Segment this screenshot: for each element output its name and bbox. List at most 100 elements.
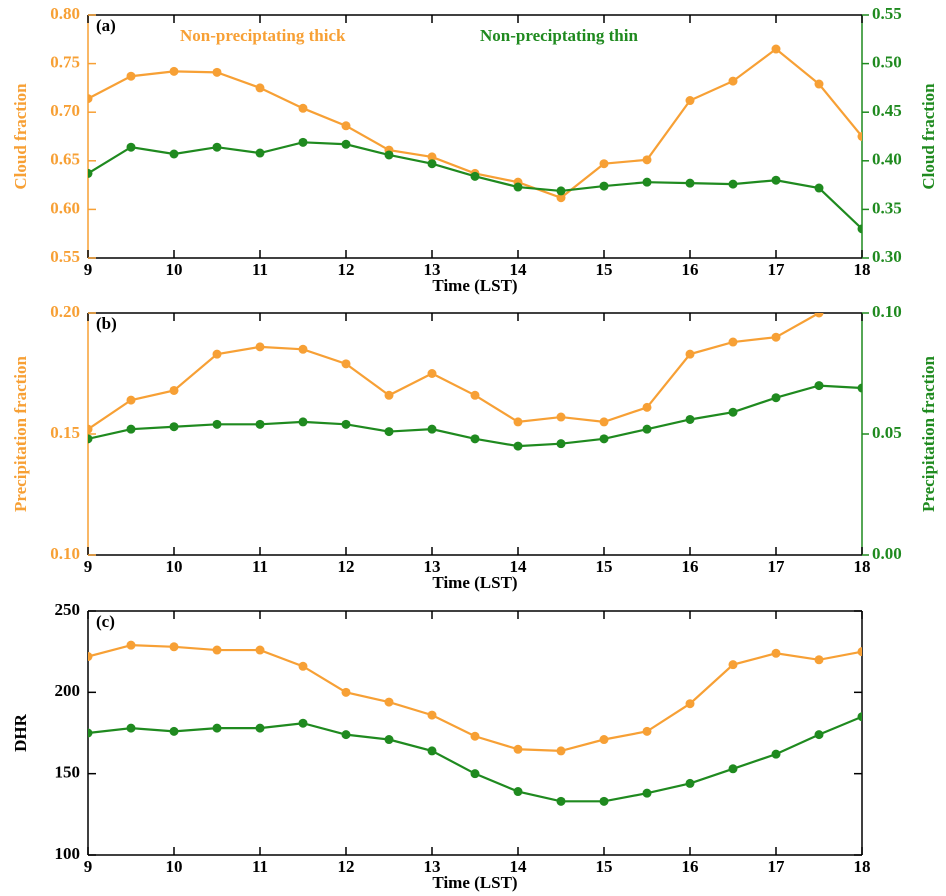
data-point (126, 71, 136, 81)
series-line (88, 715, 862, 803)
data-point (427, 369, 437, 378)
x-tick-label: 13 (424, 557, 441, 576)
data-point (341, 687, 351, 697)
data-point (857, 224, 862, 234)
x-tick-label: 17 (768, 557, 786, 576)
data-point (88, 168, 93, 178)
data-point (642, 788, 652, 798)
y-tick-label: 250 (55, 600, 81, 619)
y-axis-label: Cloud fraction (11, 83, 30, 190)
data-point (685, 96, 695, 106)
x-tick-label: 18 (854, 857, 871, 876)
y-tick-label: 0.20 (50, 302, 80, 321)
panel-label: (c) (96, 612, 115, 631)
x-tick-label: 15 (596, 857, 613, 876)
data-point (642, 402, 652, 412)
y2-tick-label: 0.10 (872, 302, 902, 321)
y2-tick-label: 0.05 (872, 423, 902, 442)
data-point (470, 390, 480, 400)
data-point (427, 152, 437, 162)
data-point (126, 424, 136, 434)
data-point (384, 150, 394, 160)
x-axis-label: Time (LST) (432, 276, 517, 295)
y-tick-label: 0.15 (50, 423, 80, 442)
data-point (857, 647, 862, 657)
series-line (88, 313, 824, 431)
data-point (384, 390, 394, 400)
data-point (556, 746, 566, 756)
data-point (341, 730, 351, 740)
y2-tick-label: 0.50 (872, 53, 902, 72)
data-point (857, 383, 862, 393)
x-tick-label: 16 (682, 260, 699, 279)
data-point (212, 349, 222, 359)
data-point (298, 718, 308, 728)
data-point (88, 424, 93, 434)
x-tick-label: 11 (252, 857, 268, 876)
data-point (255, 148, 265, 158)
y2-axis-label: Precipitation fraction (919, 355, 938, 512)
y2-tick-label: 0.30 (872, 247, 902, 266)
data-point (556, 796, 566, 806)
data-point (427, 424, 437, 434)
data-point (771, 648, 781, 658)
data-point (599, 434, 609, 444)
data-point (255, 419, 265, 429)
data-point (857, 132, 862, 141)
x-axis-label: Time (LST) (432, 573, 517, 592)
data-point (341, 121, 351, 131)
x-tick-label: 11 (252, 260, 268, 279)
data-point (513, 182, 523, 192)
data-point (341, 419, 351, 429)
x-tick-label: 9 (84, 857, 93, 876)
data-point (298, 344, 308, 354)
data-point (814, 79, 824, 89)
data-point (599, 417, 609, 427)
data-point (513, 441, 523, 451)
data-point (427, 746, 437, 756)
y2-tick-label: 0.40 (872, 150, 902, 169)
x-tick-label: 14 (510, 260, 528, 279)
data-point (298, 417, 308, 427)
x-tick-label: 11 (252, 557, 268, 576)
y-tick-label: 0.80 (50, 4, 80, 23)
data-point (685, 778, 695, 788)
data-point (814, 183, 824, 193)
y2-tick-label: 0.45 (872, 101, 902, 120)
x-tick-label: 12 (338, 260, 355, 279)
data-point (384, 735, 394, 745)
x-tick-label: 18 (854, 260, 871, 279)
data-point (298, 661, 308, 671)
y-tick-label: 200 (55, 681, 81, 700)
data-point (599, 796, 609, 806)
data-point (685, 178, 695, 188)
data-point (88, 94, 93, 104)
data-point (126, 395, 136, 405)
x-tick-label: 13 (424, 260, 441, 279)
x-tick-label: 17 (768, 260, 786, 279)
y-tick-label: 0.60 (50, 198, 80, 217)
x-tick-label: 15 (596, 557, 613, 576)
data-point (88, 728, 93, 738)
x-tick-label: 17 (768, 857, 786, 876)
data-point (642, 424, 652, 434)
data-point (384, 697, 394, 707)
data-point (341, 139, 351, 149)
y-tick-label: 0.55 (50, 247, 80, 266)
data-point (814, 730, 824, 740)
data-point (470, 434, 480, 444)
data-point (212, 142, 222, 152)
data-point (599, 181, 609, 191)
data-point (169, 66, 179, 76)
x-tick-label: 14 (510, 557, 528, 576)
data-point (255, 645, 265, 655)
data-point (212, 419, 222, 429)
data-point (642, 177, 652, 187)
data-point (642, 726, 652, 736)
data-point (685, 349, 695, 359)
data-point (771, 332, 781, 342)
data-point (556, 186, 566, 196)
y-axis-label: DHR (11, 713, 30, 752)
y-tick-label: 0.70 (50, 101, 80, 120)
